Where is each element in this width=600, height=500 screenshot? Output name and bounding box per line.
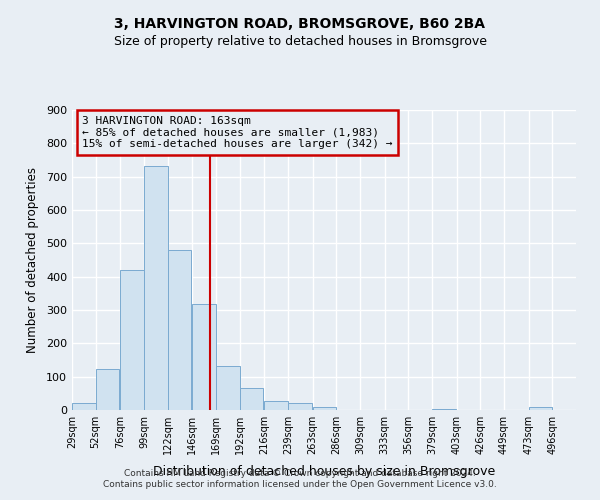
Bar (193, 304, 216, 410)
Text: Contains public sector information licensed under the Open Government Licence v3: Contains public sector information licen… (103, 480, 497, 489)
Bar (239, 388, 263, 410)
Bar (432, 409, 455, 410)
X-axis label: Distribution of detached houses by size in Bromsgrove: Distribution of detached houses by size … (153, 466, 495, 478)
Bar (288, 404, 311, 410)
Y-axis label: Number of detached properties: Number of detached properties (26, 167, 39, 353)
Text: 3 HARVINGTON ROAD: 163sqm
← 85% of detached houses are smaller (1,983)
15% of se: 3 HARVINGTON ROAD: 163sqm ← 85% of detac… (82, 116, 392, 149)
Text: Size of property relative to detached houses in Bromsgrove: Size of property relative to detached ho… (113, 35, 487, 48)
Bar (216, 366, 239, 410)
Bar (72, 404, 95, 410)
Bar (313, 406, 337, 410)
Text: Contains HM Land Registry data © Crown copyright and database right 2024.: Contains HM Land Registry data © Crown c… (124, 468, 476, 477)
Bar (144, 166, 167, 410)
Bar (265, 400, 288, 410)
Bar (167, 250, 191, 410)
Bar (95, 370, 119, 410)
Text: 3, HARVINGTON ROAD, BROMSGROVE, B60 2BA: 3, HARVINGTON ROAD, BROMSGROVE, B60 2BA (115, 18, 485, 32)
Bar (121, 270, 144, 410)
Bar (529, 408, 553, 410)
